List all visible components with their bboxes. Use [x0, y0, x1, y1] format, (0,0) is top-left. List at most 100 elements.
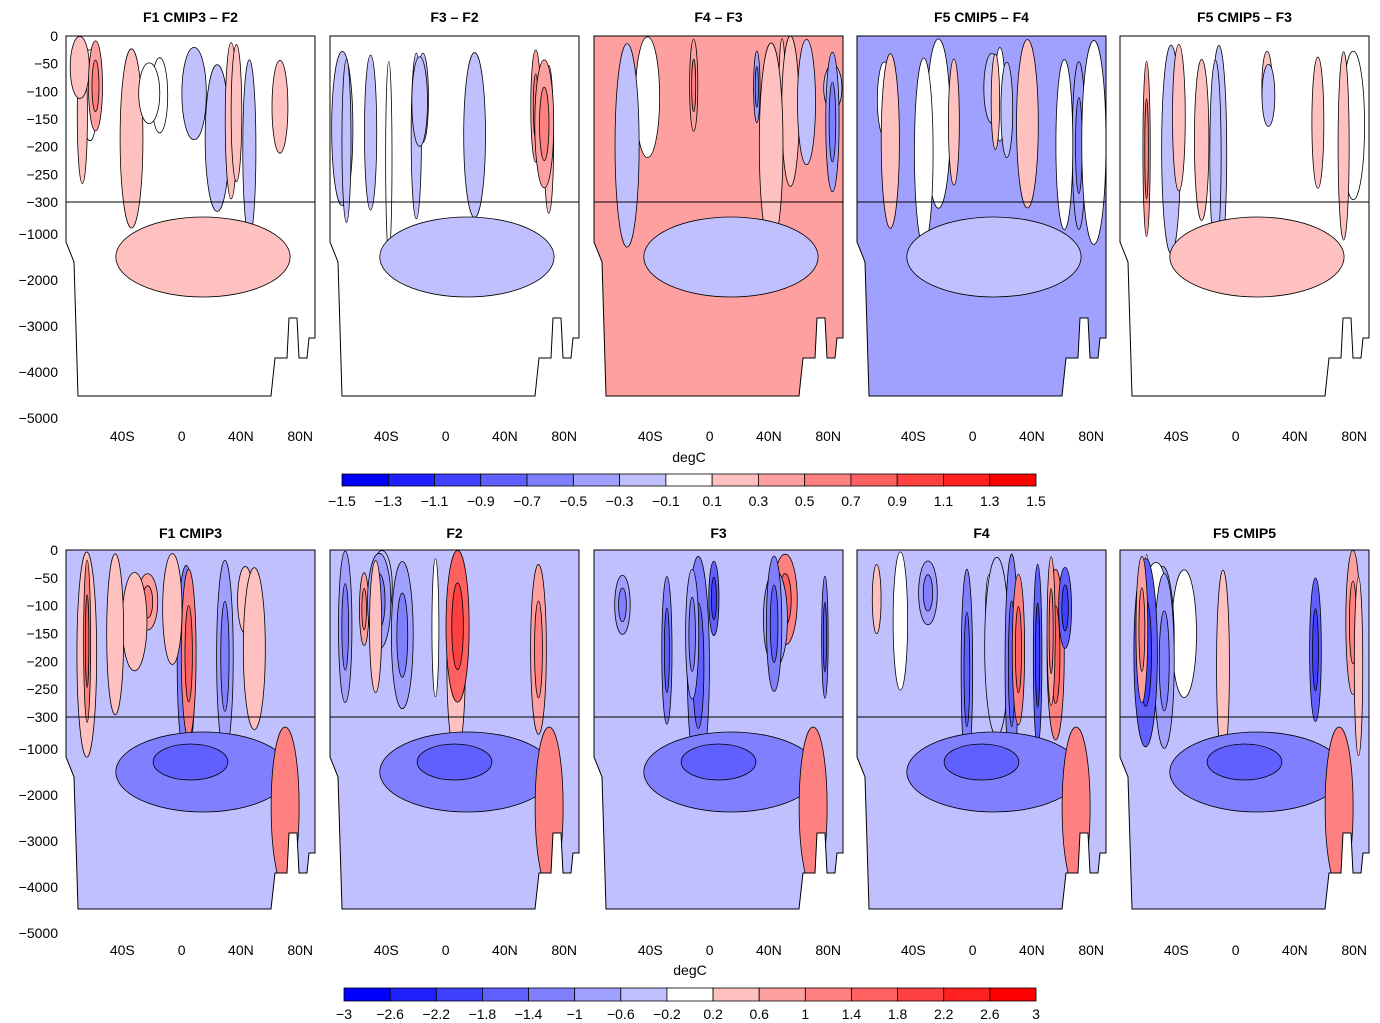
- contour-region: [688, 596, 696, 672]
- contour-region: [1353, 576, 1364, 757]
- panel-title: F1 CMIP3 – F2: [143, 9, 238, 25]
- panel-title: F2: [446, 525, 463, 541]
- colorbar-tick-label: −0.7: [513, 493, 541, 509]
- colorbar-tick-label: −2.6: [376, 1006, 404, 1022]
- panel-title: F4: [973, 525, 990, 541]
- colorbar-label: degC: [672, 449, 705, 465]
- colorbar-tick-label: 1.1: [934, 493, 954, 509]
- contour-region: [754, 66, 759, 108]
- colorbar-swatch: [989, 987, 1037, 1002]
- contour-region: [411, 56, 428, 147]
- contour-region: [906, 216, 1082, 298]
- colorbar-swatch: [896, 473, 944, 487]
- contour-region: [69, 36, 90, 99]
- colorbar-tick-label: −3: [336, 1006, 352, 1022]
- colorbar-swatch: [572, 473, 620, 487]
- panel-field: [857, 550, 1106, 909]
- contour-region: [270, 726, 300, 888]
- x-tick-label: 80N: [1341, 942, 1367, 958]
- x-tick-label: 40S: [374, 942, 399, 958]
- colorbar-swatch: [481, 987, 529, 1002]
- panel: F5 CMIP5 – F4 40S 0 40N 80N: [856, 9, 1107, 444]
- x-tick-label: 40N: [756, 428, 782, 444]
- contour-region: [106, 553, 125, 716]
- panel-field: [66, 550, 315, 909]
- panel: F5 CMIP5 40S 0 40N 80N: [1119, 525, 1370, 958]
- colorbar-swatch: [712, 987, 760, 1002]
- contour-region: [1158, 610, 1170, 712]
- contour-region: [1311, 56, 1325, 189]
- x-tick-label: 80N: [287, 428, 313, 444]
- colorbar-swatch: [574, 987, 622, 1002]
- contour-region: [138, 62, 161, 124]
- y-tick-label: 0: [50, 542, 58, 558]
- y-tick-labels: 0 −50 −100 −150 −200 −250 −300 −1000 −2000 −3000 −…: [19, 542, 59, 941]
- colorbar-tick-label: 2.2: [934, 1006, 954, 1022]
- contour-region: [943, 743, 1020, 781]
- colorbar-tick-label: −0.3: [606, 493, 634, 509]
- field-background: [1120, 36, 1369, 396]
- panel-title: F4 – F3: [694, 9, 742, 25]
- contour-region: [828, 81, 837, 163]
- panel-title: F3 – F2: [430, 9, 478, 25]
- contour-region: [1171, 569, 1197, 698]
- panel-frame: [329, 35, 580, 397]
- contour-region: [379, 216, 555, 298]
- contour-region: [1081, 40, 1106, 245]
- contour-region: [1216, 569, 1230, 763]
- contour-region: [1337, 51, 1350, 241]
- contour-region: [1144, 98, 1149, 200]
- panel: F1 CMIP3 40S 0 40N 80N: [65, 525, 316, 958]
- colorbar-tick-label: −0.5: [560, 493, 588, 509]
- contour-region: [1169, 216, 1345, 298]
- x-tick-label: 40S: [1164, 942, 1189, 958]
- y-tick-label: −1000: [19, 741, 59, 757]
- panel-title: F3: [710, 525, 727, 541]
- contour-region: [341, 583, 349, 671]
- x-tick-label: 0: [178, 428, 186, 444]
- contour-region: [914, 57, 934, 247]
- colorbar-swatch: [387, 473, 435, 487]
- colorbar-tick-label: 3: [1032, 1006, 1040, 1022]
- contour-region: [948, 58, 960, 186]
- x-tick-label: 40S: [374, 428, 399, 444]
- panel: F4 – F3 40S 0 40N 80N: [593, 9, 844, 444]
- contour-region: [1324, 726, 1354, 888]
- panel-frame: [856, 35, 1107, 397]
- colorbar-swatch: [850, 473, 898, 487]
- panel-field: [1120, 36, 1369, 396]
- contour-region: [451, 582, 464, 671]
- contour-region: [184, 605, 193, 703]
- contour-region: [963, 611, 971, 727]
- colorbar-tick-label: 1.8: [888, 1006, 908, 1022]
- contour-region: [822, 601, 827, 673]
- panel-frame: [593, 35, 844, 397]
- colorbar-label: degC: [673, 962, 706, 978]
- colorbar-tick-label: 0.9: [887, 493, 907, 509]
- y-tick-label: −300: [26, 194, 58, 210]
- y-tick-label: 0: [50, 28, 58, 44]
- colorbar-swatch: [897, 987, 945, 1002]
- x-tick-label: 0: [706, 428, 714, 444]
- colorbar-tick-label: 0.7: [841, 493, 861, 509]
- contour-region: [1194, 58, 1210, 221]
- panel: F1 CMIP3 – F2 40S 0 40N 80N: [65, 9, 316, 444]
- contour-region: [614, 43, 640, 248]
- y-tick-label: −300: [26, 709, 58, 725]
- contour-region: [769, 584, 779, 663]
- contour-region: [431, 558, 440, 698]
- x-tick-label: 80N: [551, 942, 577, 958]
- colorbar-tick-label: −0.1: [652, 493, 680, 509]
- contour-region: [892, 551, 908, 691]
- contour-region: [1061, 726, 1091, 888]
- colorbar-swatch: [528, 987, 576, 1002]
- contour-region: [797, 39, 816, 166]
- contour-region: [396, 592, 409, 678]
- colorbar: −1.5 −1.3 −1.1 −0.9 −0.7 −0.5 −0.3 −0.1 0.1 0.3 0.…: [328, 473, 1046, 509]
- contour-region: [880, 53, 900, 229]
- panel: F5 CMIP5 – F3 40S 0 40N 80N: [1119, 9, 1370, 444]
- contour-region: [758, 42, 784, 248]
- colorbar-tick-label: −1.4: [515, 1006, 543, 1022]
- y-tick-label: −100: [26, 598, 58, 614]
- contour-region: [91, 59, 100, 112]
